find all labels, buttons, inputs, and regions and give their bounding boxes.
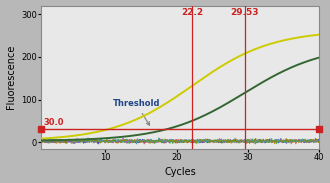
X-axis label: Cycles: Cycles: [164, 167, 196, 178]
Text: 30.0: 30.0: [43, 118, 64, 127]
Text: 22.2: 22.2: [181, 8, 203, 17]
Y-axis label: Fluorescence: Fluorescence: [6, 45, 16, 109]
Text: Threshold: Threshold: [113, 99, 160, 125]
Text: 29.53: 29.53: [230, 8, 259, 17]
